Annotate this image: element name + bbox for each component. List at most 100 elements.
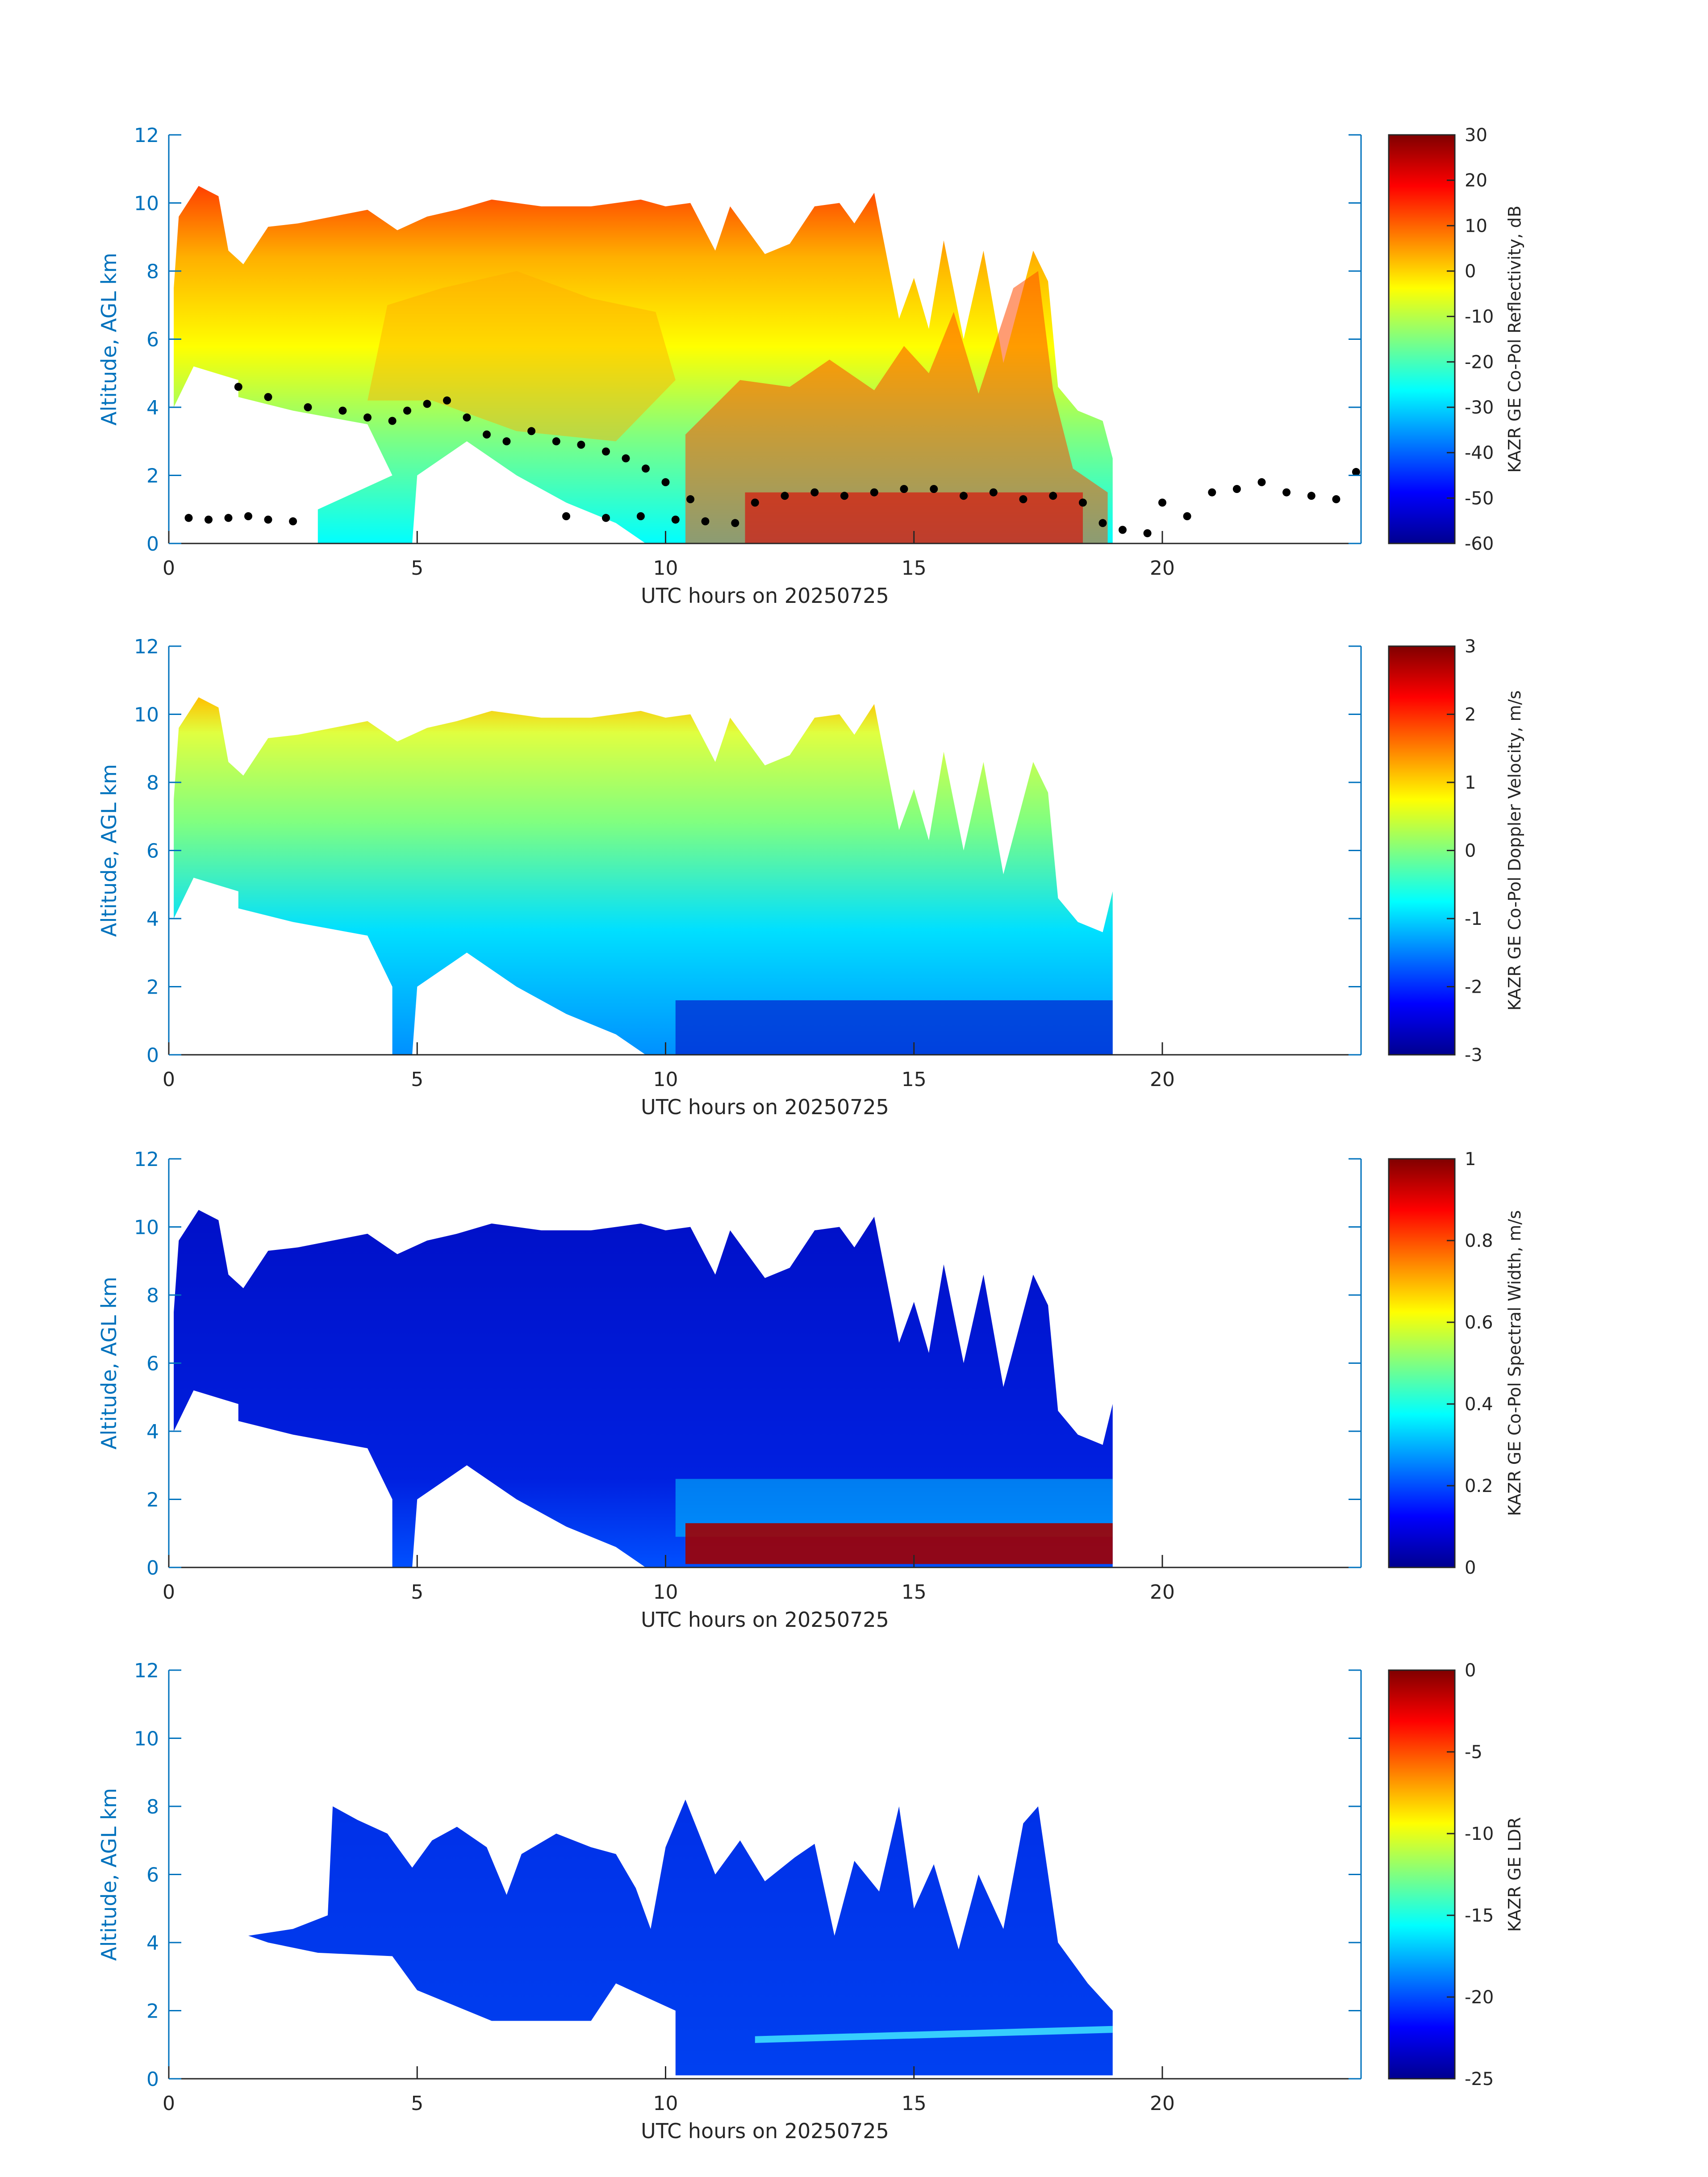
colorbar-tick-label: 0	[1465, 1558, 1476, 1578]
x-tick-label: 5	[411, 1068, 423, 1091]
overlay-point	[622, 454, 630, 463]
colorbar-tick-label: 0.2	[1465, 1476, 1493, 1496]
x-tick-label: 0	[163, 2092, 175, 2115]
colorbar-tick-label: -15	[1465, 1905, 1494, 1926]
radar-echo-field	[174, 186, 1361, 543]
y-tick-label: 0	[146, 1044, 159, 1067]
overlay-point	[1119, 526, 1127, 534]
radar-panel-4: 0 5 10 15 20 0 2 4 6 8 10 12 UTC hours on 20250725 Al…	[97, 1659, 1524, 2143]
colorbar-label: KAZR GE Co-Pol Doppler Velocity, m/s	[1505, 690, 1524, 1011]
overlay-point	[552, 437, 560, 446]
overlay-point	[463, 413, 471, 422]
x-tick-label: 0	[163, 1068, 175, 1091]
colorbar-tick-label: 20	[1465, 171, 1487, 191]
overlay-point	[870, 488, 878, 497]
y-tick-label: 6	[146, 329, 159, 351]
x-tick-label: 20	[1150, 1581, 1175, 1604]
colorbar-tick-label: -1	[1465, 909, 1482, 929]
x-tick-label: 15	[902, 2092, 927, 2115]
echo-region	[174, 1210, 1113, 1567]
overlay-point	[1158, 498, 1166, 507]
overlay-point	[388, 417, 397, 425]
overlay-point	[1332, 495, 1341, 503]
overlay-point	[1183, 512, 1191, 520]
y-tick-label: 4	[146, 1421, 159, 1443]
colorbar-tick-label: -10	[1465, 1824, 1494, 1844]
overlay-point	[527, 427, 536, 435]
overlay-point	[264, 515, 272, 524]
echo-region	[745, 492, 1083, 543]
echo-region	[685, 1523, 1113, 1564]
y-tick-label: 10	[134, 1728, 159, 1751]
colorbar-tick-label: -60	[1465, 534, 1494, 554]
colorbar-tick-label: -50	[1465, 488, 1494, 509]
echo-region	[412, 953, 646, 1055]
y-tick-label: 2	[146, 465, 159, 488]
y-tick-label: 0	[146, 533, 159, 556]
colorbar-tick-label: -3	[1465, 1045, 1482, 1066]
y-tick-label: 10	[134, 1216, 159, 1239]
colorbar-tick-label: 0	[1465, 841, 1476, 861]
y-tick-label: 12	[134, 124, 159, 147]
overlay-point	[900, 485, 908, 493]
overlay-point	[224, 514, 233, 522]
colorbar-tick-label: -10	[1465, 307, 1494, 327]
colorbar-tick-label: 0.6	[1465, 1312, 1493, 1333]
overlay-point	[671, 515, 680, 524]
colorbar-tick-label: 0.4	[1465, 1394, 1493, 1415]
overlay-point	[642, 464, 650, 473]
echo-region	[412, 441, 646, 543]
x-tick-label: 15	[902, 557, 927, 580]
x-axis-label: UTC hours on 20250725	[641, 1608, 889, 1632]
overlay-point	[184, 514, 193, 522]
radar-echo-field	[174, 697, 1113, 1055]
overlay-point	[1019, 495, 1027, 503]
x-tick-label: 5	[411, 2092, 423, 2115]
y-tick-label: 4	[146, 397, 159, 419]
overlay-point	[1143, 529, 1152, 538]
echo-region	[755, 2026, 1113, 2043]
overlay-point	[1307, 492, 1315, 500]
overlay-point	[1352, 468, 1360, 476]
overlay-point	[403, 406, 411, 415]
overlay-point	[751, 498, 759, 507]
colorbar-tick-label: -30	[1465, 397, 1494, 418]
colorbar	[1388, 134, 1456, 544]
x-tick-label: 20	[1150, 1068, 1175, 1091]
overlay-point	[338, 406, 347, 415]
overlay-point	[989, 488, 998, 497]
colorbar-tick-label: 0.8	[1465, 1231, 1493, 1251]
overlay-point	[264, 393, 272, 401]
overlay-point	[502, 437, 511, 446]
overlay-point	[443, 396, 451, 405]
overlay-point	[1079, 498, 1087, 507]
overlay-point	[1257, 478, 1266, 486]
overlay-point	[205, 515, 213, 524]
x-tick-label: 10	[653, 2092, 678, 2115]
colorbar-tick-label: -5	[1465, 1742, 1482, 1763]
y-axis-label: Altitude, AGL km	[97, 1277, 121, 1450]
echo-region	[412, 1465, 646, 1567]
y-tick-label: 12	[134, 1659, 159, 1682]
cloud-base-points	[184, 383, 1360, 538]
y-tick-label: 4	[146, 908, 159, 931]
colorbar-label: KAZR GE Co-Pol Reflectivity, dB	[1505, 205, 1524, 472]
colorbar-tick-label: 1	[1465, 773, 1476, 793]
echo-region	[248, 1799, 1113, 2076]
y-tick-label: 12	[134, 1148, 159, 1171]
radar-echo-field	[174, 1210, 1113, 1567]
overlay-point	[562, 512, 570, 520]
overlay-point	[636, 512, 645, 520]
overlay-point	[483, 430, 491, 439]
y-axis-label: Altitude, AGL km	[97, 764, 121, 937]
y-tick-label: 6	[146, 840, 159, 863]
overlay-point	[731, 519, 739, 527]
overlay-point	[781, 492, 789, 500]
overlay-point	[686, 495, 695, 503]
overlay-point	[244, 512, 252, 520]
x-tick-label: 15	[902, 1068, 927, 1091]
x-tick-label: 15	[902, 1581, 927, 1604]
overlay-point	[960, 492, 968, 500]
overlay-point	[1208, 488, 1216, 497]
x-tick-label: 10	[653, 1581, 678, 1604]
